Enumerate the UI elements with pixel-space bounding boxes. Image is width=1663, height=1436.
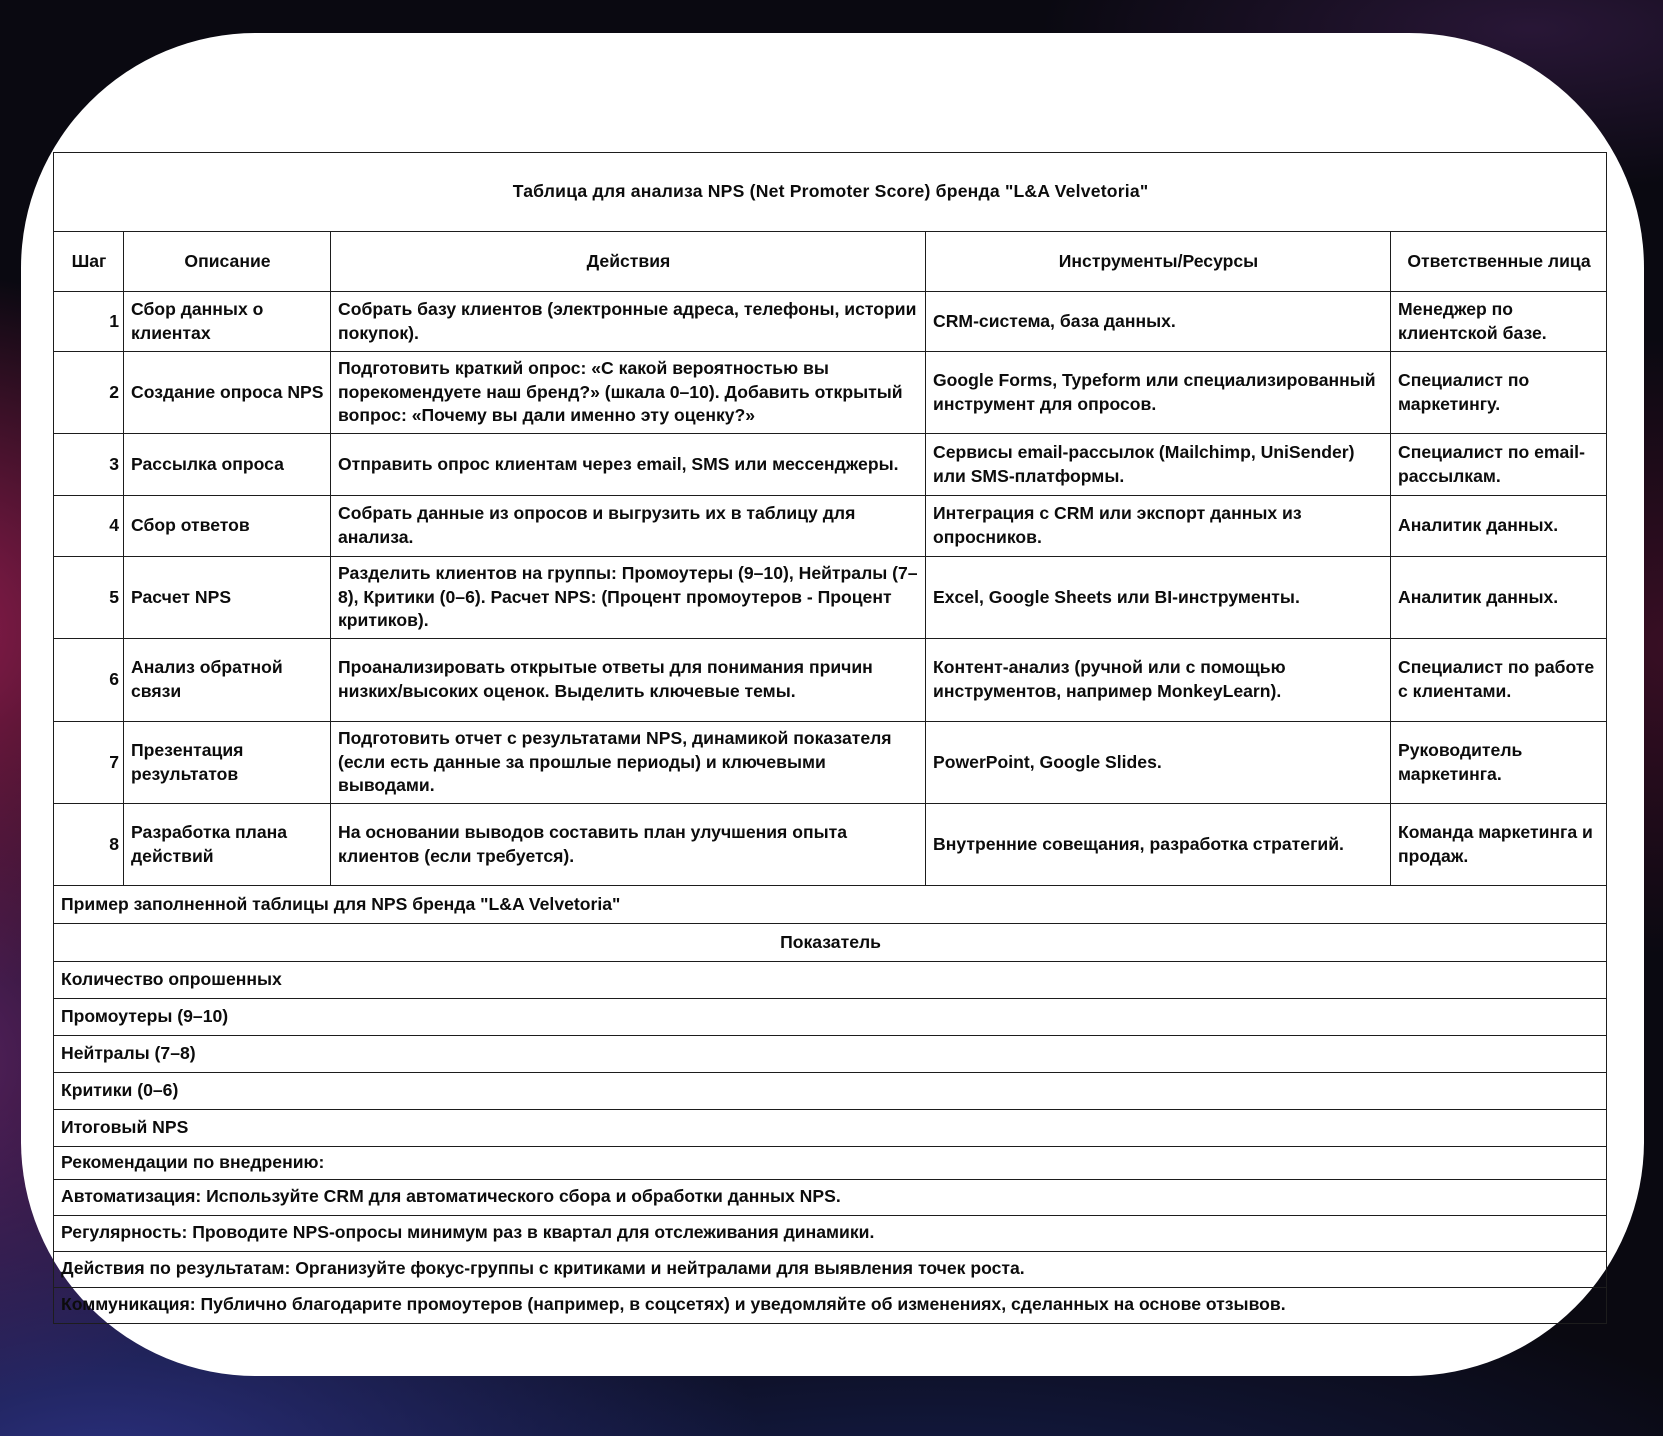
metric-label-row: Промоутеры (9–10): [52, 998, 1608, 1036]
cell-description: Расчет NPS: [123, 556, 331, 639]
cell-actions: На основании выводов составить план улуч…: [330, 803, 926, 886]
metric-label-row: Критики (0–6): [52, 1072, 1608, 1110]
cell-tools: Google Forms, Typeform или специализиров…: [925, 351, 1391, 434]
cell-tools: Контент-анализ (ручной или с помощью инс…: [925, 638, 1391, 722]
summary-body: Пример заполненной таблицы для NPS бренд…: [52, 885, 1608, 1324]
cell-description: Создание опроса NPS: [123, 351, 331, 434]
cell-tools: Excel, Google Sheets или BI-инструменты.: [925, 556, 1391, 639]
table-row: 2 Создание опроса NPS Подготовить краткий …: [53, 351, 1608, 434]
cell-tools: CRM-система, база данных.: [925, 291, 1391, 352]
cell-tools: Сервисы email-рассылок (Mailchimp, UniSe…: [925, 433, 1391, 496]
table-row: 1 Сбор данных о клиентах Собрать базу клие…: [53, 291, 1608, 352]
cell-owner: Руководитель маркетинга.: [1389, 721, 1608, 804]
column-header-owner: Ответственные лица: [1389, 231, 1608, 292]
recommendation-item: Регулярность: Проводите NPS-опросы миним…: [52, 1214, 1608, 1252]
cell-description: Рассылка опроса: [123, 433, 331, 496]
cell-owner: Специалист по работе с клиентами.: [1389, 638, 1608, 722]
cell-tools: Внутренние совещания, разработка стратег…: [925, 803, 1391, 886]
recommendations-heading: Рекомендации по внедрению:: [52, 1146, 1608, 1180]
cell-owner: Менеджер по клиентской базе.: [1389, 291, 1608, 352]
example-caption-row: Пример заполненной таблицы для NPS бренд…: [52, 885, 1608, 924]
example-caption: Пример заполненной таблицы для NPS бренд…: [52, 885, 1608, 924]
cell-owner: Аналитик данных.: [1389, 556, 1608, 639]
cell-owner: Специалист по email-рассылкам.: [1389, 433, 1608, 496]
table-row: 3 Рассылка опроса Отправить опрос клиентам…: [53, 433, 1608, 496]
cell-actions: Подготовить краткий опрос: «С какой веро…: [330, 351, 926, 434]
recommendation-item: Действия по результатам: Организуйте фок…: [52, 1250, 1608, 1288]
steps-body: 1 Сбор данных о клиентах Собрать базу клие…: [53, 291, 1608, 886]
metric-label: Итоговый NPS: [52, 1109, 1608, 1147]
cell-step: 3: [53, 433, 124, 496]
cell-step: 2: [53, 351, 124, 434]
cell-step: 1: [53, 291, 124, 352]
cell-tools: Интеграция с CRM или экспорт данных из о…: [925, 495, 1391, 557]
metric-label-row: Количество опрошенных: [52, 961, 1608, 999]
page-title: Таблица для анализа NPS (Net Promoter Sc…: [52, 152, 1608, 232]
table-row: 7 Презентация результатов Подготовить отче…: [53, 721, 1608, 804]
cell-tools: PowerPoint, Google Slides.: [925, 721, 1391, 804]
cell-description: Сбор данных о клиентах: [123, 291, 331, 352]
column-header-tools: Инструменты/Ресурсы: [925, 231, 1391, 292]
recommendation-item: Коммуникация: Публично благодарите промо…: [52, 1286, 1608, 1324]
nps-table: Таблица для анализа NPS (Net Promoter Sc…: [52, 152, 1608, 1324]
cell-owner: Команда маркетинга и продаж.: [1389, 803, 1608, 886]
cell-step: 4: [53, 495, 124, 557]
recommendation-item-row: Коммуникация: Публично благодарите промо…: [52, 1286, 1608, 1324]
cell-actions: Проанализировать открытые ответы для пон…: [330, 638, 926, 722]
header-row: Шаг Описание Действия Инструменты/Ресурс…: [53, 231, 1608, 292]
cell-step: 5: [53, 556, 124, 639]
table-row: 4 Сбор ответов Собрать данные из опросов и…: [53, 495, 1608, 557]
title-row: Таблица для анализа NPS (Net Promoter Sc…: [52, 152, 1608, 232]
column-header-actions: Действия: [330, 231, 926, 292]
cell-actions: Собрать базу клиентов (электронные адрес…: [330, 291, 926, 352]
metric-label: Критики (0–6): [52, 1072, 1608, 1110]
recommendations-heading-row: Рекомендации по внедрению:: [52, 1146, 1608, 1180]
cell-step: 8: [53, 803, 124, 886]
recommendation-item-row: Регулярность: Проводите NPS-опросы миним…: [52, 1214, 1608, 1252]
metric-label-row: Нейтралы (7–8): [52, 1035, 1608, 1073]
metric-label-row: Итоговый NPS: [52, 1109, 1608, 1147]
cell-actions: Отправить опрос клиентам через email, SM…: [330, 433, 926, 496]
metric-label: Промоутеры (9–10): [52, 998, 1608, 1036]
recommendation-item: Автоматизация: Используйте CRM для автом…: [52, 1178, 1608, 1216]
recommendation-item-row: Действия по результатам: Организуйте фок…: [52, 1250, 1608, 1288]
cell-step: 6: [53, 638, 124, 722]
column-header-step: Шаг: [53, 231, 124, 292]
cell-description: Разработка плана действий: [123, 803, 331, 886]
cell-actions: Разделить клиентов на группы: Промоутеры…: [330, 556, 926, 639]
cell-description: Презентация результатов: [123, 721, 331, 804]
cell-actions: Собрать данные из опросов и выгрузить их…: [330, 495, 926, 557]
cell-step: 7: [53, 721, 124, 804]
metric-header-row: Показатель: [52, 923, 1608, 962]
column-header-description: Описание: [123, 231, 331, 292]
metric-label: Количество опрошенных: [52, 961, 1608, 999]
cell-owner: Аналитик данных.: [1389, 495, 1608, 557]
document-card: Таблица для анализа NPS (Net Promoter Sc…: [21, 33, 1644, 1376]
cell-description: Сбор ответов: [123, 495, 331, 557]
table-row: 6 Анализ обратной связи Проанализировать о…: [53, 638, 1608, 722]
table-row: 5 Расчет NPS Разделить клиентов на группы:…: [53, 556, 1608, 639]
recommendation-item-row: Автоматизация: Используйте CRM для автом…: [52, 1178, 1608, 1216]
cell-description: Анализ обратной связи: [123, 638, 331, 722]
metric-label: Нейтралы (7–8): [52, 1035, 1608, 1073]
table-row: 8 Разработка плана действий На основании в…: [53, 803, 1608, 886]
cell-actions: Подготовить отчет с результатами NPS, ди…: [330, 721, 926, 804]
cell-owner: Специалист по маркетингу.: [1389, 351, 1608, 434]
metric-header: Показатель: [52, 923, 1608, 962]
